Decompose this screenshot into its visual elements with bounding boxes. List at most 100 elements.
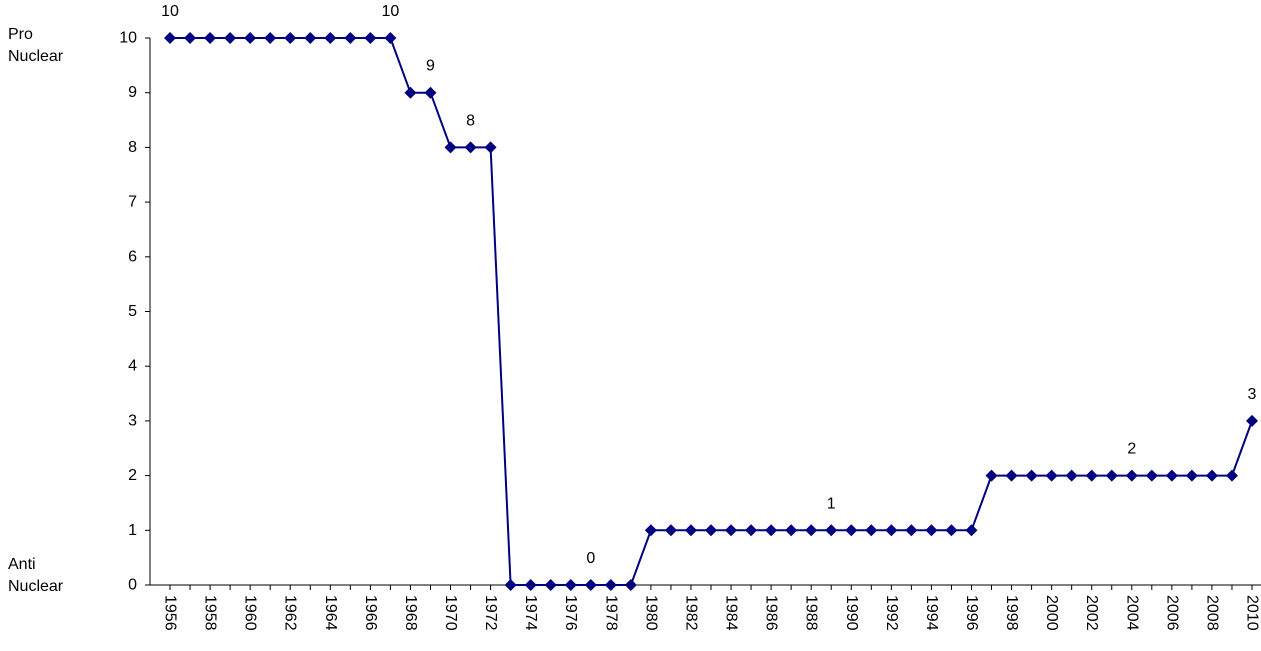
axes: [149, 38, 1261, 586]
x-tick-label: 1970: [442, 595, 459, 631]
anti-nuclear-label-line: Nuclear: [8, 578, 64, 595]
x-tick-label: 1976: [562, 595, 579, 631]
pro-nuclear-label-line: Nuclear: [8, 48, 64, 65]
data-point-marker: [765, 524, 778, 537]
data-point-marker: [1105, 469, 1118, 482]
pro-nuclear-label-line: Pro: [8, 26, 33, 43]
y-tick-label: 6: [128, 248, 137, 265]
data-point-marker: [925, 524, 938, 537]
x-tick-label: 2006: [1163, 595, 1180, 631]
pro-nuclear-label: Pro Nuclear: [8, 26, 64, 65]
data-point-marker: [1045, 469, 1058, 482]
data-point-marker: [284, 32, 297, 44]
x-tick-label: 1962: [282, 595, 299, 631]
data-point-marker: [304, 32, 317, 44]
y-tick-label: 4: [128, 358, 137, 375]
data-point-marker: [865, 524, 878, 537]
x-tick-label: 2002: [1083, 595, 1100, 631]
x-tick-label: 1960: [242, 595, 259, 631]
data-point-marker: [364, 32, 377, 44]
x-tick-label: 1984: [723, 595, 740, 631]
x-tick-label: 1986: [763, 595, 780, 631]
data-label: 10: [382, 3, 400, 20]
x-tick-label: 2004: [1123, 595, 1140, 631]
data-point-marker: [564, 579, 577, 591]
data-label: 10: [161, 3, 179, 20]
data-point-marker: [184, 32, 197, 44]
y-tick-label: 5: [128, 303, 137, 320]
x-tick-label: 2010: [1244, 595, 1261, 631]
data-point-marker: [344, 32, 357, 44]
y-axis-end-labels: Pro Nuclear Anti Nuclear: [8, 26, 64, 595]
data-point-marker: [885, 524, 898, 537]
x-tick-label: 1958: [202, 595, 219, 631]
x-tick-label: 1974: [522, 595, 539, 631]
y-axis-ticks: 0 1 2 3 4 5 6 7 8 9 10: [119, 30, 150, 594]
data-point-marker: [1185, 469, 1198, 482]
data-point-marker: [584, 579, 597, 591]
data-point-marker: [324, 32, 337, 44]
data-point-marker: [845, 524, 858, 537]
data-point-marker: [504, 579, 517, 591]
data-labels: 10 10 9 8 0 1 2 3: [161, 3, 1256, 567]
data-point-marker: [684, 524, 697, 537]
data-point-marker: [705, 524, 717, 537]
anti-nuclear-label: Anti Nuclear: [8, 556, 64, 595]
data-point-marker: [544, 579, 557, 591]
data-point-marker: [224, 32, 237, 44]
x-tick-label: 2000: [1043, 595, 1060, 631]
y-tick-label: 7: [128, 194, 137, 211]
data-point-marker: [264, 32, 277, 44]
x-tick-label: 2008: [1203, 595, 1220, 631]
series-markers: [164, 32, 1258, 591]
x-tick-label: 1990: [843, 595, 860, 631]
data-point-marker: [404, 86, 417, 99]
y-tick-label: 2: [128, 467, 137, 484]
data-label: 1: [827, 495, 836, 512]
y-tick-label: 8: [128, 139, 137, 156]
data-point-marker: [1085, 469, 1098, 482]
data-point-marker: [725, 524, 738, 537]
x-tick-label: 1978: [602, 595, 619, 631]
data-point-marker: [1125, 469, 1138, 482]
data-point-marker: [965, 524, 978, 537]
data-point-marker: [745, 524, 758, 537]
x-tick-label: 1968: [402, 595, 419, 631]
x-tick-label: 1966: [362, 595, 379, 631]
data-point-marker: [1165, 469, 1178, 482]
data-point-marker: [644, 524, 657, 537]
x-tick-label: 1994: [923, 595, 940, 631]
x-tick-label: 1996: [963, 595, 980, 631]
x-tick-label: 1992: [883, 595, 900, 631]
data-label: 2: [1127, 441, 1136, 458]
x-tick-label: 1964: [322, 595, 339, 631]
data-point-marker: [164, 32, 176, 44]
x-axis-ticks: 1956 1958 1960 1962 1964 1966 1968 1970 1972 1974…: [162, 585, 1261, 631]
data-point-marker: [805, 524, 818, 537]
data-point-marker: [384, 32, 397, 44]
data-point-marker: [1005, 469, 1018, 482]
data-point-marker: [785, 524, 798, 537]
data-point-marker: [985, 469, 998, 482]
data-label: 3: [1248, 386, 1257, 403]
data-point-marker: [244, 32, 257, 44]
data-point-marker: [524, 579, 537, 591]
data-point-marker: [1025, 469, 1038, 482]
data-label: 0: [586, 550, 595, 567]
data-point-marker: [464, 141, 477, 154]
data-point-marker: [1145, 469, 1158, 482]
y-tick-label: 10: [119, 30, 137, 47]
data-point-marker: [484, 141, 497, 154]
x-tick-label: 1982: [682, 595, 699, 631]
data-point-marker: [825, 524, 838, 537]
data-point-marker: [604, 579, 617, 591]
y-tick-label: 3: [128, 412, 137, 429]
data-point-marker: [1065, 469, 1078, 482]
data-point-marker: [1205, 469, 1218, 482]
data-point-marker: [664, 524, 677, 537]
data-point-marker: [444, 141, 457, 154]
y-tick-label: 1: [128, 522, 137, 539]
data-point-marker: [624, 579, 637, 591]
y-tick-label: 0: [128, 577, 137, 594]
data-point-marker: [204, 32, 217, 44]
